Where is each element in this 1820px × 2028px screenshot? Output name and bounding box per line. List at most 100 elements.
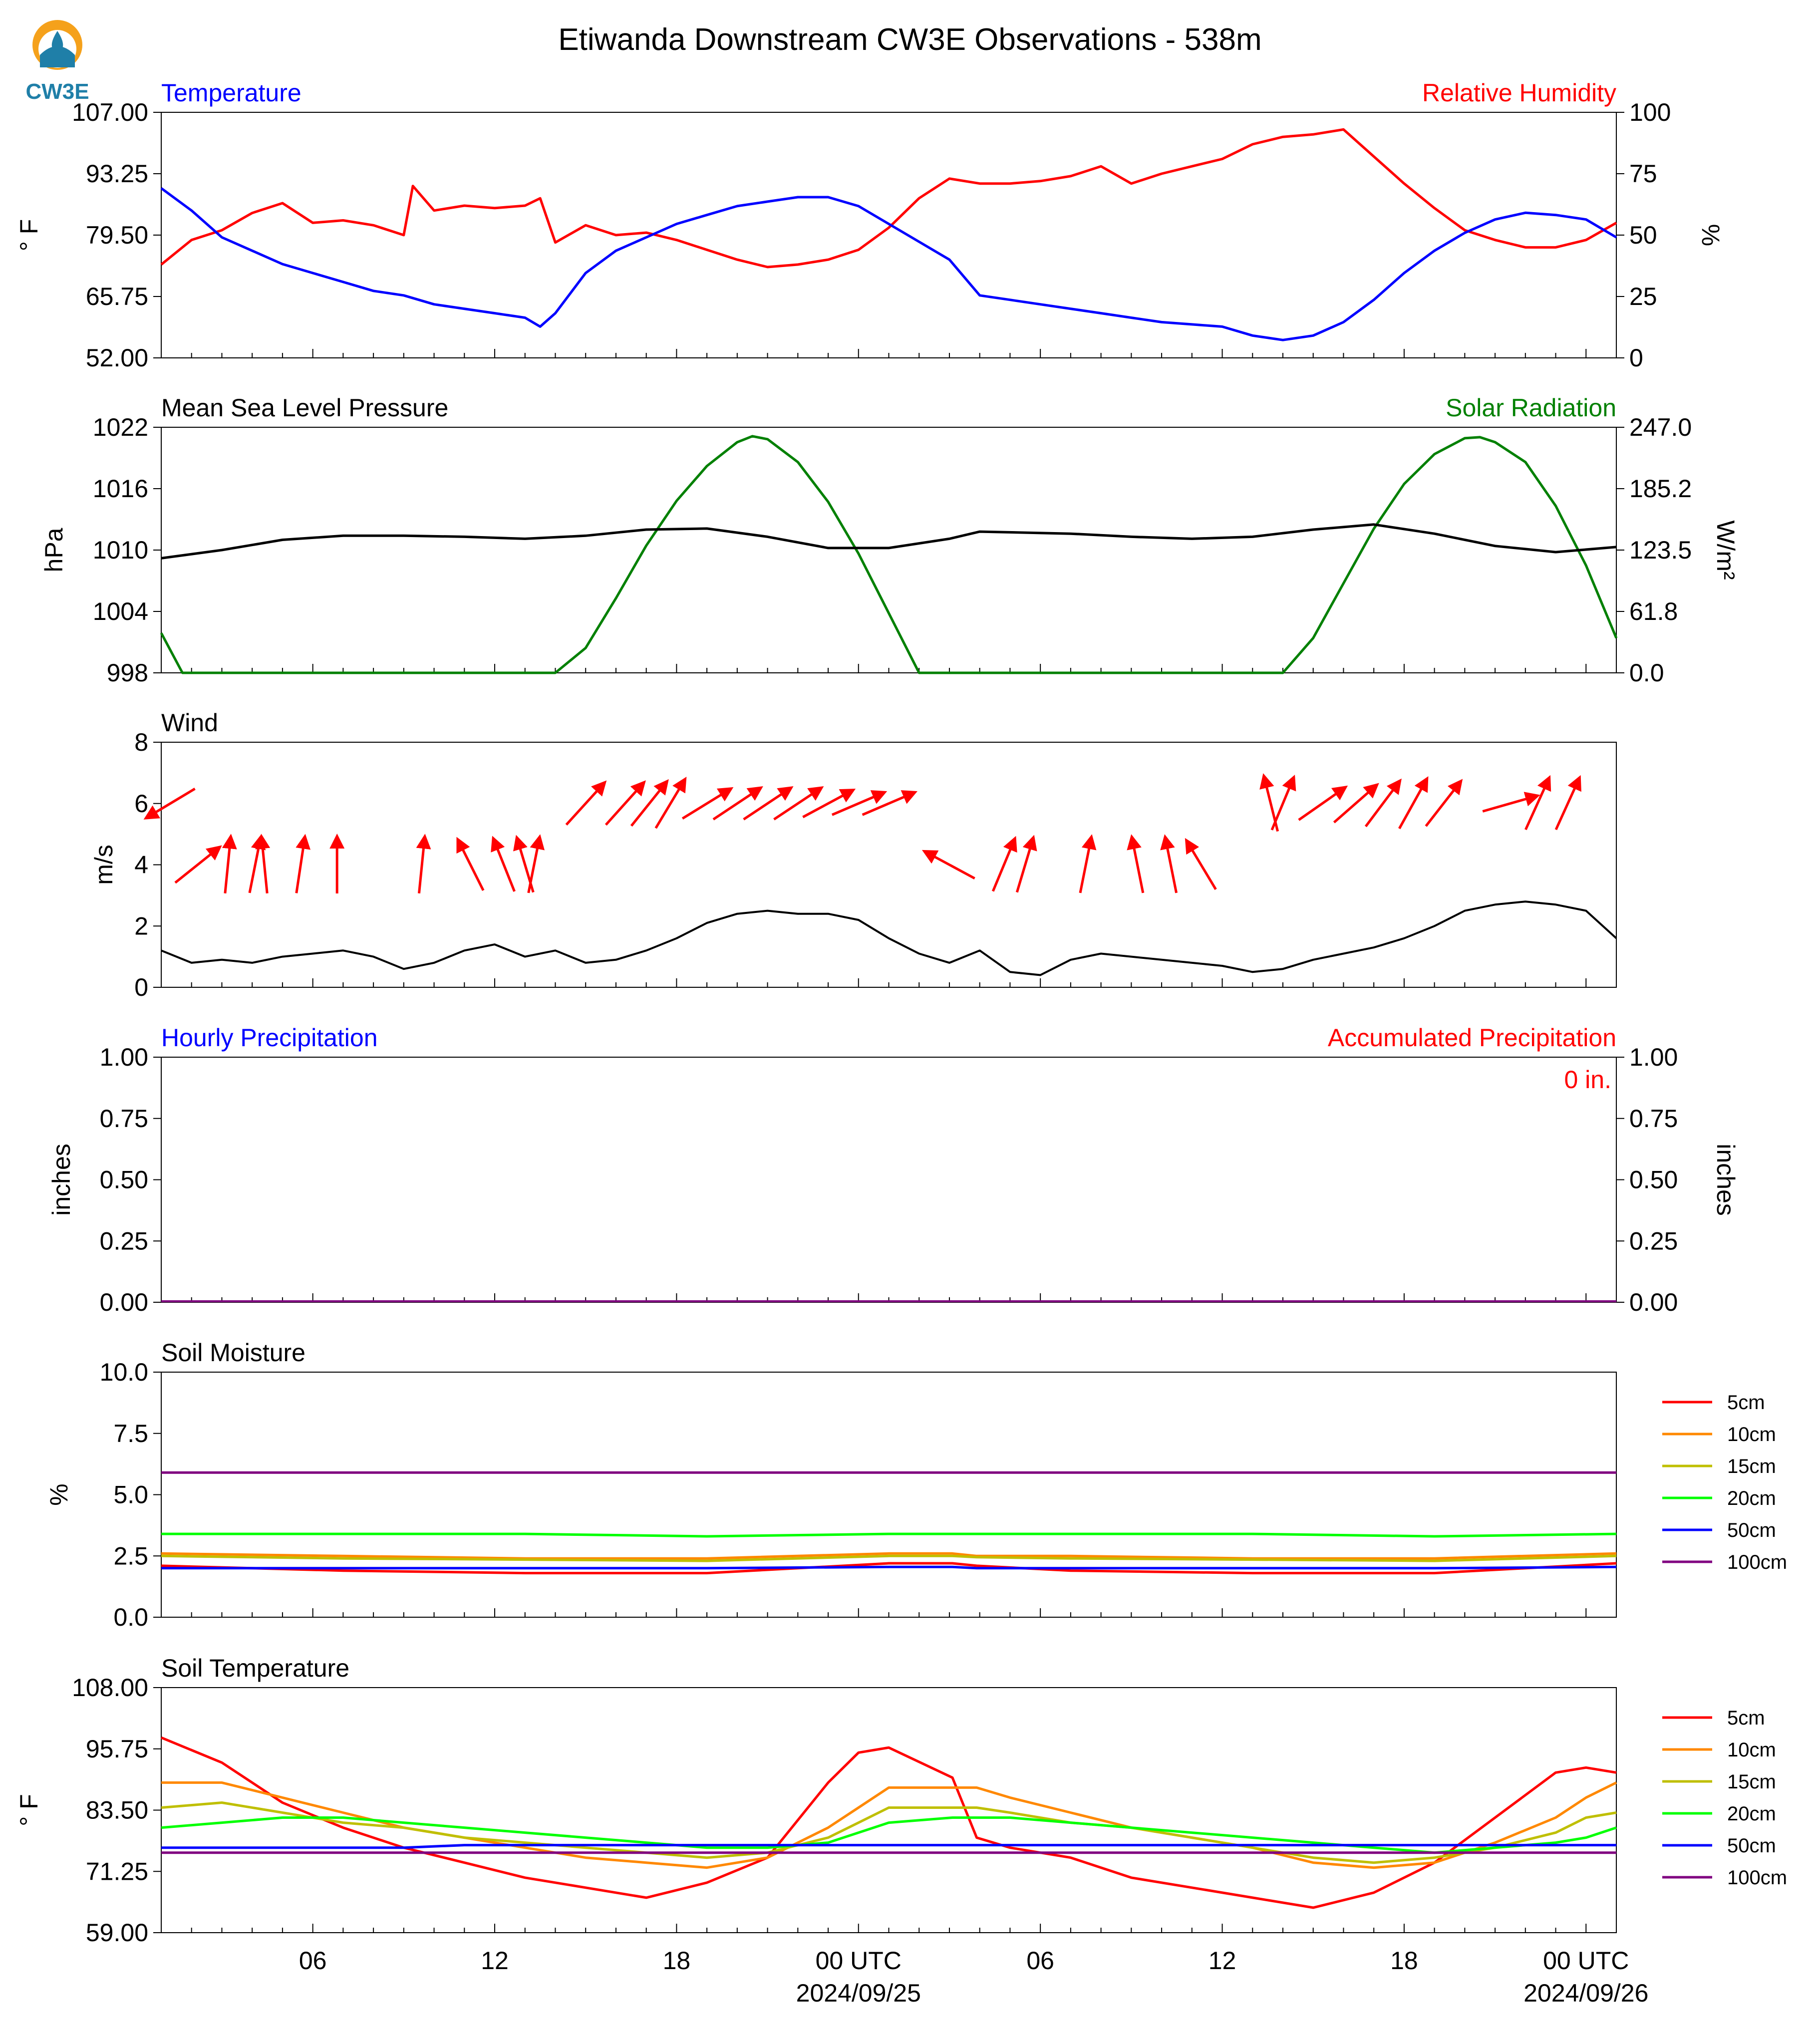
- y2-tick-label: 0.50: [1629, 1166, 1678, 1194]
- wind-arrow: [1079, 834, 1097, 893]
- series-5cm-line: [161, 1562, 1617, 1575]
- legend-label: 20cm: [1727, 1487, 1776, 1509]
- y-axis-label: ° F: [15, 219, 43, 251]
- y-tick-label: 59.00: [86, 1919, 148, 1947]
- panel-wind: Wind 8 6 4 2 0 m/s: [90, 709, 1617, 1001]
- solar-radiation-line: [160, 435, 1618, 674]
- y-axis-label: m/s: [90, 845, 118, 885]
- relative-humidity-line: [160, 128, 1617, 269]
- wind-arrow: [1127, 834, 1145, 893]
- y-axis-label: ° F: [15, 1794, 43, 1826]
- plot-frame: [161, 1687, 1617, 1933]
- logo-wave-icon: [40, 46, 75, 67]
- series-15cm-line: [161, 1554, 1617, 1562]
- y-axis-label: inches: [47, 1144, 75, 1216]
- y-tick-label: 998: [107, 659, 148, 687]
- legend-label: 50cm: [1727, 1835, 1776, 1857]
- wind-arrow: [174, 845, 222, 884]
- cw3e-logo: CW3E: [25, 20, 89, 104]
- legend-label: 5cm: [1727, 1392, 1765, 1414]
- y-tick-label: 8: [134, 728, 148, 756]
- y2-tick-label: 123.5: [1629, 536, 1692, 564]
- x-tick-label: 06: [299, 1947, 327, 1975]
- panel-soil-moisture: Soil Moisture 10.0 7.5 5.0 2.5 0.0% 5cm 10cm 15c…: [45, 1339, 1787, 1631]
- wind-arrow: [491, 836, 516, 892]
- series-50cm-line: [161, 1565, 1617, 1570]
- wind-arrow: [1015, 835, 1037, 893]
- y-tick-label: 93.25: [86, 160, 148, 188]
- series-15cm-line: [161, 1801, 1617, 1864]
- wind-arrow: [1524, 775, 1551, 831]
- wind-arrow: [1554, 775, 1581, 831]
- y2-tick-label: 1.00: [1629, 1043, 1678, 1071]
- y-tick-label: 108.00: [72, 1674, 148, 1702]
- y-tick-label: 5.0: [113, 1481, 148, 1509]
- wind-arrow: [1425, 779, 1463, 827]
- wind-arrow: [831, 790, 888, 816]
- series-5cm-line: [161, 1736, 1617, 1909]
- y-tick-label: 2.5: [113, 1542, 148, 1570]
- y-axis-label: %: [45, 1483, 73, 1505]
- panel-right-title: Accumulated Precipitation: [1328, 1024, 1616, 1052]
- chart-title: Etiwanda Downstream CW3E Observations - …: [558, 22, 1261, 57]
- plot-frame: [161, 742, 1617, 988]
- x-tick-label: 00 UTC: [816, 1947, 902, 1975]
- x-axis-labels: 06 12 18 00 UTC 06 12 18 00 UTC 2024/09/25 2024/0…: [299, 1947, 1649, 2007]
- panel-right-title: Relative Humidity: [1422, 79, 1616, 107]
- y-tick-label: 0.0: [113, 1603, 148, 1631]
- y-tick-label: 1016: [93, 475, 148, 503]
- y-tick-label: 65.75: [86, 283, 148, 310]
- y-tick-label: 107.00: [72, 98, 148, 126]
- panel-left-title: Hourly Precipitation: [161, 1024, 378, 1052]
- wind-arrow: [1270, 775, 1296, 831]
- legend-label: 100cm: [1727, 1867, 1787, 1889]
- wind-arrow: [565, 780, 607, 826]
- x-date-label: 2024/09/25: [796, 1979, 921, 2007]
- wind-arrow: [1482, 792, 1540, 813]
- wind-arrow: [222, 834, 237, 893]
- wind-arrow: [1185, 838, 1217, 890]
- wind-arrow: [862, 790, 917, 816]
- y2-tick-label: 247.0: [1629, 413, 1692, 441]
- wind-arrow: [773, 786, 824, 821]
- y-axis-label: hPa: [40, 528, 68, 572]
- logo-drop-icon: [51, 31, 63, 52]
- wind-arrow: [295, 834, 311, 893]
- series-10cm-line: [161, 1552, 1617, 1560]
- y2-tick-label: 100: [1629, 98, 1671, 126]
- y-tick-label: 1004: [93, 597, 148, 625]
- x-date-label: 2024/09/26: [1523, 1979, 1648, 2007]
- y2-tick-label: 0: [1629, 344, 1643, 372]
- y2-tick-label: 0.0: [1629, 659, 1664, 687]
- panels: Temperature Relative Humidity 107.00 93.25 7…: [15, 79, 1787, 1947]
- plot-frame: [161, 427, 1617, 673]
- panel-pressure-solar: Mean Sea Level Pressure Solar Radiation 10…: [40, 394, 1740, 687]
- y-tick-label: 1.00: [100, 1043, 148, 1071]
- y2-axis-label: %: [1697, 224, 1725, 246]
- y2-tick-label: 0.75: [1629, 1105, 1678, 1133]
- panel-left-title: Temperature: [161, 79, 302, 107]
- y-tick-label: 10.0: [100, 1358, 148, 1386]
- wind-arrow: [143, 788, 196, 820]
- wind-arrow: [921, 850, 975, 880]
- panel-left-title: Soil Temperature: [161, 1654, 349, 1682]
- wind-arrow: [248, 834, 266, 893]
- panel-temp-rh: Temperature Relative Humidity 107.00 93.25 7…: [15, 79, 1725, 372]
- y2-tick-label: 25: [1629, 283, 1657, 310]
- y-tick-label: 83.50: [86, 1796, 148, 1824]
- wind-arrow: [1160, 834, 1178, 893]
- y-tick-label: 0.25: [100, 1227, 148, 1255]
- y-tick-label: 52.00: [86, 344, 148, 372]
- y2-tick-label: 61.8: [1629, 597, 1678, 625]
- legend-label: 100cm: [1727, 1551, 1787, 1573]
- legend-label: 20cm: [1727, 1803, 1776, 1825]
- series-50cm-line: [161, 1844, 1616, 1849]
- panel-left-title: Wind: [161, 709, 218, 737]
- panel-right-title: Solar Radiation: [1446, 394, 1616, 422]
- y2-tick-label: 0.25: [1629, 1227, 1678, 1255]
- x-tick-label: 12: [481, 1947, 509, 1975]
- wind-arrow: [255, 834, 271, 893]
- x-tick-label: 00 UTC: [1543, 1947, 1629, 1975]
- y-tick-label: 1010: [93, 536, 148, 564]
